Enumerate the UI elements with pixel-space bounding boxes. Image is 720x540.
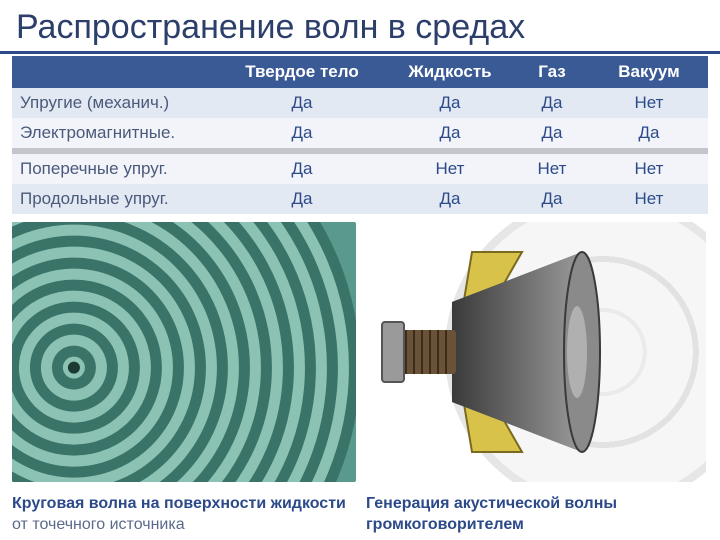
table-cell: Да xyxy=(218,184,386,214)
row-label: Упругие (механич.) xyxy=(12,88,218,118)
table-cell: Да xyxy=(514,118,590,148)
table-row: Электромагнитные. Да Да Да Да xyxy=(12,118,708,148)
caption-right-bold: Генерация акустической волны громкоговор… xyxy=(366,495,617,533)
caption-left-bold: Круговая волна на поверхности жидкости xyxy=(12,495,346,512)
ripple-rings-icon xyxy=(12,222,356,482)
table-cell: Да xyxy=(514,88,590,118)
col-header-vacuum: Вакуум xyxy=(590,56,708,88)
col-header-empty xyxy=(12,56,218,88)
row-label: Продольные упруг. xyxy=(12,184,218,214)
table-cell: Нет xyxy=(590,184,708,214)
table-cell: Да xyxy=(590,118,708,148)
row-label: Поперечные упруг. xyxy=(12,154,218,184)
table-cell: Да xyxy=(218,154,386,184)
table-cell: Нет xyxy=(386,154,514,184)
caption-left: Круговая волна на поверхности жидкости о… xyxy=(12,494,354,536)
table-cell: Да xyxy=(386,88,514,118)
caption-left-light: от точечного источника xyxy=(12,516,185,533)
table-cell: Да xyxy=(218,88,386,118)
col-header-solid: Твердое тело xyxy=(218,56,386,88)
table-cell: Да xyxy=(386,184,514,214)
table-cell: Нет xyxy=(590,154,708,184)
col-header-gas: Газ xyxy=(514,56,590,88)
table-cell: Да xyxy=(218,118,386,148)
title-rule xyxy=(0,51,720,54)
figure-ripple xyxy=(12,222,356,482)
table-cell: Нет xyxy=(590,88,708,118)
wave-table: Твердое тело Жидкость Газ Вакуум Упругие… xyxy=(12,56,708,214)
row-label: Электромагнитные. xyxy=(12,118,218,148)
table-header-row: Твердое тело Жидкость Газ Вакуум xyxy=(12,56,708,88)
page-title: Распространение волн в средах xyxy=(0,0,720,51)
col-header-liquid: Жидкость xyxy=(386,56,514,88)
table-cell: Да xyxy=(514,184,590,214)
table-row: Продольные упруг. Да Да Да Нет xyxy=(12,184,708,214)
figure-speaker xyxy=(362,222,706,482)
loudspeaker-icon xyxy=(362,232,632,472)
table-cell: Да xyxy=(386,118,514,148)
figures-row xyxy=(12,222,708,482)
captions-row: Круговая волна на поверхности жидкости о… xyxy=(12,494,708,536)
caption-right: Генерация акустической волны громкоговор… xyxy=(366,494,708,536)
table-row: Поперечные упруг. Да Нет Нет Нет xyxy=(12,154,708,184)
table-row: Упругие (механич.) Да Да Да Нет xyxy=(12,88,708,118)
table-cell: Нет xyxy=(514,154,590,184)
